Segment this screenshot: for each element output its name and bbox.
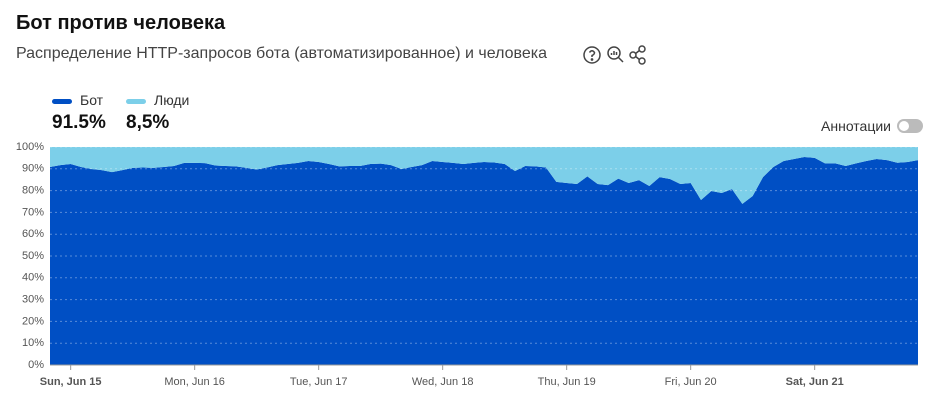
legend-value: 8,5% [126, 112, 170, 133]
annotations-toggle[interactable]: Аннотации [821, 118, 923, 134]
area-1 [50, 147, 918, 204]
y-tick-label: 10% [22, 337, 44, 349]
y-tick-label: 90% [22, 163, 44, 175]
toggle-switch[interactable] [897, 119, 923, 133]
area-0 [50, 157, 918, 365]
y-tick-label: 20% [22, 315, 44, 327]
x-tick-label: Thu, Jun 19 [538, 376, 596, 388]
legend-label: Бот [80, 92, 104, 108]
help-icon[interactable] [583, 46, 601, 64]
share-icon[interactable] [629, 45, 646, 65]
x-tick-label: Sun, Jun 15 [40, 376, 102, 388]
legend-label: Люди [154, 92, 190, 108]
chart-subtitle: Распределение HTTP-запросов бота (автома… [16, 45, 547, 62]
x-tick-label: Mon, Jun 16 [164, 376, 225, 388]
chart-title: Бот против человека [16, 12, 226, 34]
y-tick-label: 0% [28, 359, 44, 371]
x-tick-label: Wed, Jun 18 [412, 376, 474, 388]
legend-item[interactable]: Бот [52, 92, 103, 108]
y-tick-label: 60% [22, 228, 44, 240]
y-tick-label: 80% [22, 185, 44, 197]
legend-swatch [126, 98, 146, 104]
x-tick-label: Sat, Jun 21 [786, 376, 844, 388]
explore-icon[interactable] [607, 46, 624, 63]
x-tick-label: Fri, Jun 20 [665, 376, 717, 388]
legend-item[interactable]: Люди [126, 92, 189, 108]
legend-value: 91.5% [52, 112, 106, 133]
y-tick-label: 70% [22, 206, 44, 218]
y-tick-label: 30% [22, 294, 44, 306]
x-tick-label: Tue, Jun 17 [290, 376, 348, 388]
y-tick-label: 40% [22, 272, 44, 284]
y-tick-label: 50% [22, 250, 44, 262]
tool-icons [583, 45, 646, 65]
legend-swatch [52, 98, 72, 104]
annotations-label: Аннотации [821, 118, 891, 134]
y-tick-label: 100% [16, 141, 44, 153]
